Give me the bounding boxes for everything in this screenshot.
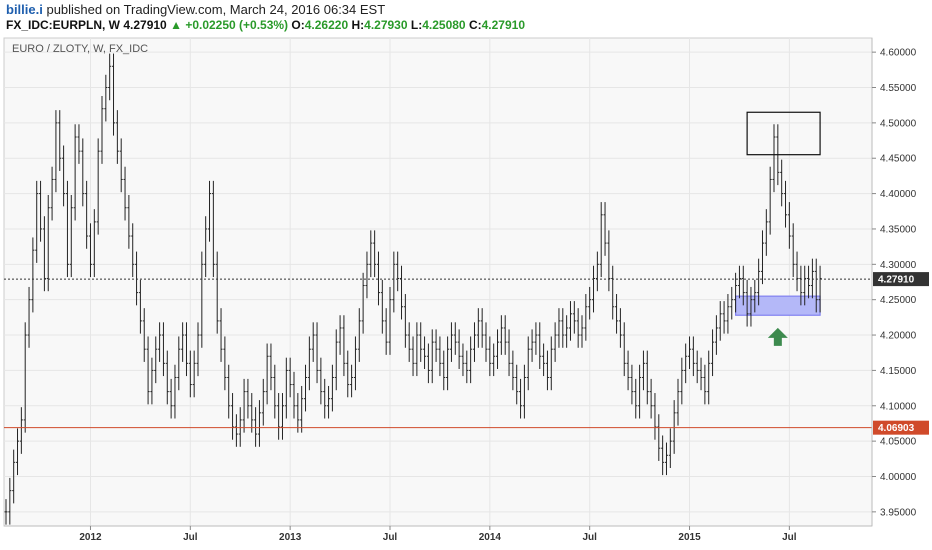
low-label: L: <box>410 18 423 32</box>
y-tick-label: 3.95000 <box>880 507 917 518</box>
x-tick-label: 2014 <box>479 532 502 543</box>
x-tick-label: 2013 <box>279 532 302 543</box>
y-tick-label: 4.30000 <box>880 260 917 271</box>
y-axis[interactable]: 3.95000 4.00000 4.05000 4.10000 4.15000 4.200… <box>871 38 929 526</box>
y-tick-label: 4.40000 <box>880 189 917 200</box>
y-tick-label: 4.05000 <box>880 437 917 448</box>
y-tick-label: 4.55000 <box>880 83 917 94</box>
high-value: 4.27930 <box>364 18 408 32</box>
open-value: 4.26220 <box>304 18 349 32</box>
gridlines <box>4 38 872 526</box>
published-text: published on TradingView.com, March 24, … <box>46 2 386 17</box>
support-zone[interactable] <box>734 295 821 316</box>
x-tick-label: 2012 <box>79 532 102 543</box>
price-tag-label: 4.27910 <box>878 275 915 286</box>
y-tick-label: 4.00000 <box>880 472 917 483</box>
x-tick-label: 2015 <box>678 532 701 543</box>
close-value: 4.27910 <box>481 18 526 32</box>
publish-line: billie.i published on TradingView.com, M… <box>6 2 385 17</box>
price-change: +0.02250 (+0.53%) <box>185 18 289 32</box>
ohlc-series <box>4 53 822 525</box>
price-tag <box>873 272 929 287</box>
close-label: C: <box>468 18 482 32</box>
price-tag-label: 4.06903 <box>878 423 915 434</box>
up-arrow-icon[interactable] <box>767 327 788 346</box>
price-tag <box>873 420 929 435</box>
chart-header: billie.i published on TradingView.com, M… <box>0 0 932 36</box>
y-tick-label: 4.35000 <box>880 224 917 235</box>
last-price: 4.27910 <box>123 18 167 32</box>
y-tick-label: 4.25000 <box>880 295 917 306</box>
y-tick-label: 4.50000 <box>880 118 917 129</box>
x-tick-label: Jul <box>183 532 198 543</box>
y-tick-label: 4.15000 <box>880 366 917 377</box>
annotations-back <box>734 295 821 316</box>
y-tick-label: 4.20000 <box>880 331 917 342</box>
x-tick-label: Jul <box>782 532 797 543</box>
y-tick-label: 4.60000 <box>880 48 917 59</box>
quote-line: FX_IDC:EURPLN, W 4.27910 ▲ +0.02250 (+0.… <box>6 18 525 32</box>
annotations-front <box>746 111 821 346</box>
price-chart[interactable]: 3.95000 4.00000 4.05000 4.10000 4.15000 4.200… <box>0 36 932 550</box>
open-label: O: <box>291 18 305 32</box>
high-label: H: <box>351 18 365 32</box>
symbol-label: FX_IDC:EURPLN, W <box>6 18 120 32</box>
chart-title: EURO / ZLOTY, W, FX_IDC <box>12 43 148 55</box>
price-lines <box>4 278 872 429</box>
x-tick-label: Jul <box>582 532 597 543</box>
x-tick-label: Jul <box>383 532 398 543</box>
plot-area[interactable] <box>3 37 873 527</box>
y-tick-label: 4.10000 <box>880 401 917 412</box>
low-value: 4.25080 <box>422 18 466 32</box>
up-triangle-icon: ▲ <box>170 18 182 32</box>
author-link[interactable]: billie.i <box>6 2 43 17</box>
resistance-box[interactable] <box>746 111 821 156</box>
x-axis[interactable]: 2012 Jul 2013 Jul 2014 Jul 2015 Jul <box>4 525 872 543</box>
y-tick-label: 4.45000 <box>880 154 917 165</box>
